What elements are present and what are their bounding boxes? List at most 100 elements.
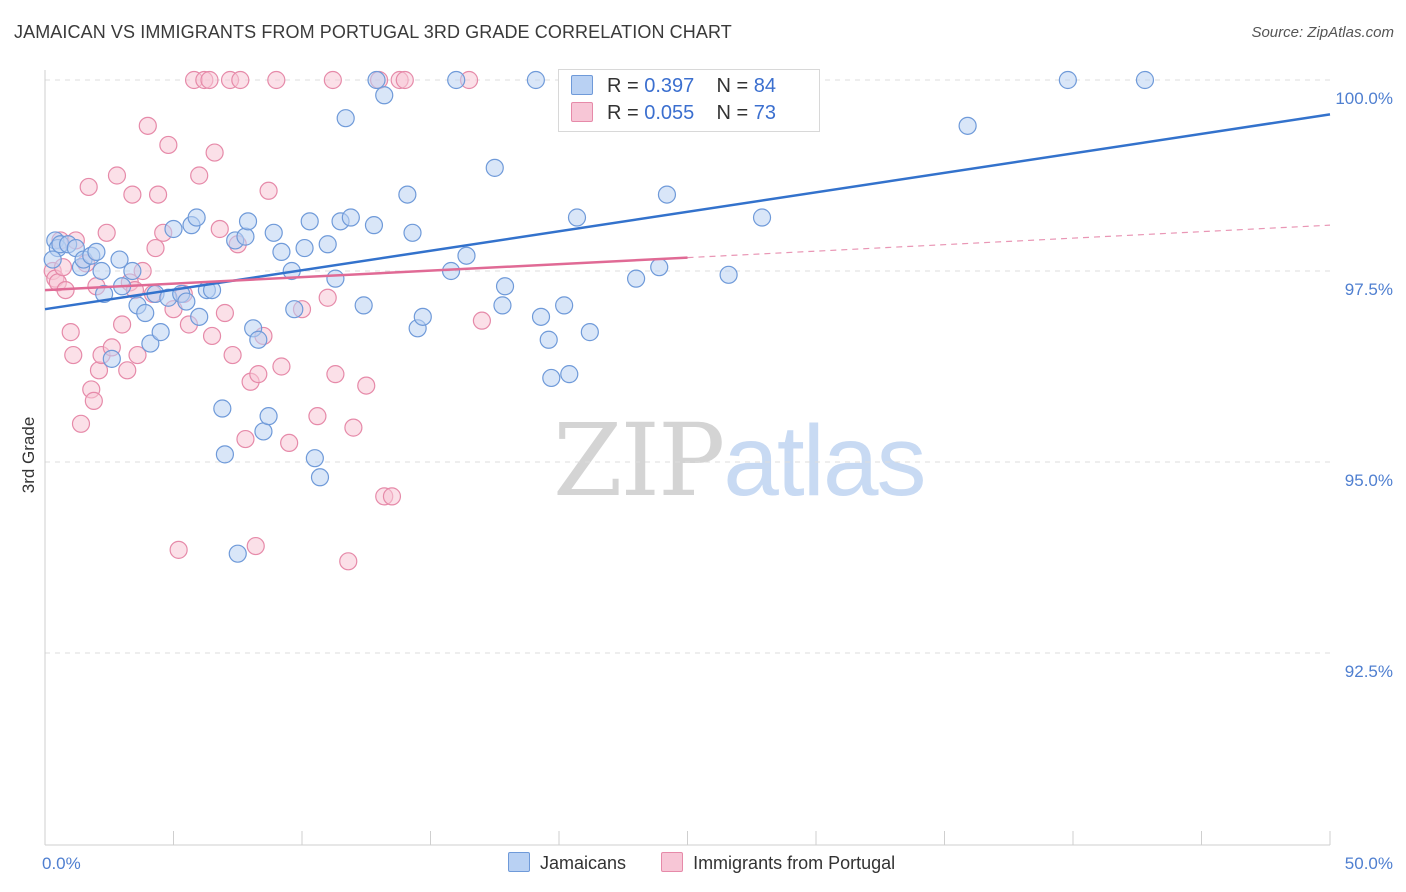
data-point (95, 284, 114, 304)
y-tick-label: 95.0% (1345, 471, 1393, 490)
data-point (177, 292, 196, 311)
trend-line-extension (687, 224, 1331, 259)
data-point (285, 300, 304, 319)
y-tick-label: 100.0% (1335, 89, 1393, 108)
data-point (213, 399, 232, 418)
data-point (580, 323, 599, 342)
data-point (92, 261, 111, 281)
data-point (1135, 70, 1155, 90)
data-point (308, 407, 327, 426)
data-point (493, 296, 512, 315)
data-point (205, 143, 224, 162)
data-point (318, 288, 337, 307)
y-axis-label: 3rd Grade (19, 417, 38, 494)
data-point (231, 70, 250, 90)
data-point (259, 181, 278, 200)
data-point (267, 70, 286, 90)
legend-label-jamaicans: Jamaicans (540, 853, 627, 873)
data-point (272, 357, 291, 376)
data-point (367, 70, 386, 90)
legend-item-jamaicans: Jamaicans (508, 852, 626, 874)
data-point (539, 330, 558, 349)
trend-lines (44, 113, 1331, 311)
data-point (305, 449, 324, 468)
data-point (567, 208, 587, 227)
watermark: ZIPatlas (553, 402, 927, 519)
data-point (97, 223, 116, 242)
data-point (148, 185, 168, 204)
data-point (223, 345, 242, 365)
legend-r-value: 0.055 (644, 102, 695, 124)
data-point (1058, 70, 1077, 90)
data-point (413, 307, 432, 326)
data-point (264, 223, 283, 242)
data-point (295, 238, 314, 258)
legend-swatch-pink (571, 102, 593, 122)
series-jamaicans-points (43, 70, 1155, 563)
data-point (187, 208, 206, 227)
stats-legend: R = 0.397 N = 84 R = 0.055 N = 73 (558, 69, 820, 132)
data-point (339, 552, 358, 571)
data-point (238, 212, 258, 231)
data-point (87, 242, 106, 261)
data-point (254, 422, 273, 441)
source-label: Source: ZipAtlas.com (1251, 24, 1394, 41)
watermark-atlas: atlas (723, 405, 926, 517)
axes (44, 70, 1331, 846)
data-point (64, 345, 83, 365)
data-point (138, 116, 157, 135)
data-point (280, 433, 299, 452)
data-point (259, 407, 278, 426)
watermark-zip: ZIP (553, 402, 725, 519)
data-point (657, 185, 677, 204)
data-point (300, 212, 319, 231)
axis-labels: 92.5% 95.0% 97.5% 100.0% 0.0% 50.0% 3rd Grade (19, 89, 1393, 873)
x-tick-label: 50.0% (1345, 854, 1393, 873)
data-point (323, 70, 342, 90)
grid (45, 79, 1330, 654)
data-point (61, 323, 80, 342)
data-point (650, 258, 669, 277)
data-point (136, 303, 155, 323)
data-point (249, 365, 268, 384)
y-tick-label: 92.5% (1345, 662, 1393, 681)
chart-title: JAMAICAN VS IMMIGRANTS FROM PORTUGAL 3RD… (14, 22, 732, 42)
data-point (123, 261, 142, 281)
legend-r-value: 0.397 (644, 75, 695, 97)
data-point (752, 208, 772, 227)
trend-line (44, 256, 688, 292)
series-legend: Jamaicans Immigrants from Portugal (508, 852, 925, 874)
data-point (526, 70, 545, 90)
data-point (169, 540, 188, 559)
data-point (79, 177, 98, 197)
data-point (118, 361, 137, 380)
data-point (375, 86, 394, 105)
data-point (128, 345, 147, 365)
legend-row-jamaicans: R = 0.397 N = 84 (571, 75, 776, 101)
data-point (626, 269, 646, 288)
data-point (210, 219, 229, 239)
data-point (190, 307, 209, 326)
data-point (318, 235, 337, 254)
data-point (357, 376, 376, 395)
data-point (395, 70, 414, 90)
data-point (326, 365, 345, 384)
data-point (457, 246, 476, 265)
data-point (112, 315, 132, 334)
legend-item-portugal: Immigrants from Portugal (661, 852, 895, 874)
data-point (310, 468, 330, 487)
data-point (403, 223, 422, 242)
data-point (84, 391, 103, 410)
data-point (141, 334, 160, 353)
data-point (495, 277, 515, 296)
data-point (123, 185, 142, 204)
legend-swatch-blue (571, 75, 593, 95)
legend-swatch-pink (661, 852, 684, 872)
data-point (249, 330, 268, 349)
data-point (531, 307, 551, 326)
data-point (43, 250, 62, 269)
data-point (202, 326, 222, 346)
data-point (190, 166, 209, 185)
data-point (215, 445, 234, 464)
